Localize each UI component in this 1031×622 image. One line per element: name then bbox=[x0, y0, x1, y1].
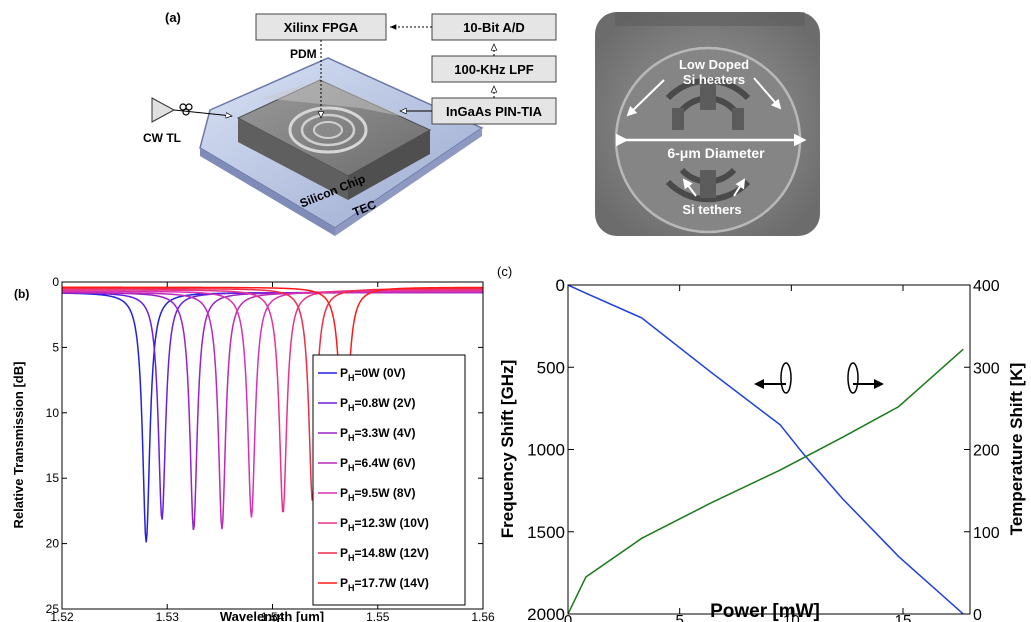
transmission-curve-4 bbox=[62, 290, 483, 518]
frequency-shift-line bbox=[568, 285, 964, 614]
panel-b-xlabel: Wavelength [um] bbox=[220, 609, 324, 622]
panel-b-ticks: 1.52 1.53 1.54 1.55 1.56 0 5 10 15 20 25 bbox=[46, 275, 495, 622]
legend-box bbox=[312, 354, 466, 606]
c-ytick-right-label: 100 bbox=[973, 525, 1000, 542]
svg-text:100-KHz LPF: 100-KHz LPF bbox=[454, 62, 534, 77]
c-ytick-right-label: 200 bbox=[973, 443, 1000, 460]
panel-c-frame bbox=[567, 284, 971, 615]
c-ytick-left-label: 1000 bbox=[527, 441, 565, 460]
tether-arrow-right bbox=[733, 178, 746, 197]
c-ytick-right-label: 0 bbox=[973, 607, 982, 622]
b-xtick-label: 1.56 bbox=[471, 610, 495, 622]
sem-image: Low Doped Si heaters 6-μm Diameter Si te… bbox=[595, 12, 820, 236]
c-ytick-right-label: 400 bbox=[973, 278, 1000, 295]
legend-label-1: PH=0.8W (2V) bbox=[340, 396, 416, 413]
b-ytick-label: 10 bbox=[46, 406, 60, 420]
c-xtick-label: 15 bbox=[895, 612, 912, 622]
panel-c-xlabel: Power [mW] bbox=[710, 601, 820, 622]
panel-b-label: (b) bbox=[14, 287, 29, 301]
silicon-die-front bbox=[348, 130, 430, 200]
panel-c-ylabel-right: Temperature Shift [K] bbox=[1007, 363, 1026, 536]
box-pin-tia: InGaAs PIN-TIA bbox=[431, 97, 557, 125]
b-xtick-label: 1.54 bbox=[261, 610, 285, 622]
legend-label-2: PH=3.3W (4V) bbox=[340, 426, 416, 443]
die-highlight bbox=[262, 80, 410, 118]
b-xtick-label: 1.52 bbox=[50, 610, 74, 622]
c-ytick-right-label: 300 bbox=[973, 360, 1000, 377]
box-lpf: 100-KHz LPF bbox=[431, 55, 557, 83]
panel-c-label: (c) bbox=[497, 264, 512, 279]
legend-label-7: PH=17.7W (14V) bbox=[340, 576, 429, 593]
diameter-label: 6-μm Diameter bbox=[667, 145, 765, 161]
heaters-label-1: Low Doped bbox=[679, 57, 749, 72]
c-xtick-label: 10 bbox=[783, 612, 800, 622]
c-xtick-label: 0 bbox=[564, 612, 572, 622]
legend-label-0: PH=0W (0V) bbox=[340, 366, 406, 383]
silicon-die-side bbox=[238, 118, 348, 200]
cw-tl-label: CW TL bbox=[143, 131, 181, 145]
transmission-curve-5 bbox=[62, 289, 483, 513]
pdm-label: PDM bbox=[290, 47, 317, 61]
panel-b-curves bbox=[62, 286, 483, 543]
heater-arrow-left bbox=[626, 79, 665, 117]
b-ytick-label: 5 bbox=[52, 340, 59, 354]
svg-text:Xilinx FPGA: Xilinx FPGA bbox=[284, 20, 359, 35]
right-axis-indicator bbox=[847, 362, 884, 394]
sem-tethers bbox=[672, 80, 744, 198]
c-ytick-left-label: 500 bbox=[537, 358, 565, 377]
legend-label-3: PH=6.4W (6V) bbox=[340, 456, 416, 473]
panel-a: (a) Silicon Chip TEC Xilinx FPGA 10-Bit … bbox=[143, 10, 820, 236]
legend-label-4: PH=9.5W (8V) bbox=[340, 486, 416, 503]
panel-a-label: (a) bbox=[165, 10, 181, 25]
temperature-shift-line bbox=[568, 348, 964, 614]
chip-ring bbox=[288, 106, 368, 154]
box-fpga: Xilinx FPGA bbox=[255, 13, 387, 41]
tethers-label: Si tethers bbox=[682, 202, 741, 217]
tec-plate-side bbox=[200, 148, 335, 236]
panel-c-ylabel-left: Frequency Shift [GHz] bbox=[498, 360, 517, 539]
panel-b: (b) 1.52 1.53 1.54 1.55 1.56 0 5 10 15 20 25 Wavel… bbox=[11, 275, 495, 622]
c-xtick-label: 5 bbox=[675, 612, 683, 622]
left-axis-indicator bbox=[754, 362, 792, 394]
c-ytick-left-label: 0 bbox=[556, 276, 565, 295]
transmission-curve-6 bbox=[62, 287, 483, 501]
transmission-curve-3 bbox=[62, 291, 483, 530]
b-xtick-label: 1.55 bbox=[366, 610, 390, 622]
panel-b-legend: PH=0W (0V) PH=0.8W (2V) PH=3.3W (4V) PH=6.4… bbox=[312, 354, 466, 606]
heater-arrow-right bbox=[753, 77, 782, 110]
b-ytick-label: 25 bbox=[46, 602, 60, 616]
box-adc: 10-Bit A/D bbox=[431, 13, 557, 41]
b-ytick-label: 0 bbox=[52, 275, 59, 289]
c-ytick-left-label: 1500 bbox=[527, 523, 565, 542]
b-xtick-label: 1.53 bbox=[156, 610, 180, 622]
svg-text:10-Bit A/D: 10-Bit A/D bbox=[463, 20, 525, 35]
heaters-label-2: Si heaters bbox=[683, 72, 745, 87]
panel-c-curves bbox=[568, 285, 964, 614]
svg-text:InGaAs PIN-TIA: InGaAs PIN-TIA bbox=[446, 104, 543, 119]
panel-b-ylabel: Relative Transmission [dB] bbox=[11, 362, 26, 529]
c-ytick-left-label: 2000 bbox=[527, 605, 565, 622]
tether-arrow-left bbox=[682, 178, 697, 197]
transmission-curve-7 bbox=[62, 286, 483, 496]
b-ytick-label: 20 bbox=[46, 537, 60, 551]
tec-plate-front bbox=[335, 128, 482, 236]
legend-label-5: PH=12.3W (10V) bbox=[340, 516, 429, 533]
laser-icon bbox=[151, 97, 232, 123]
legend-label-6: PH=14.8W (12V) bbox=[340, 546, 429, 563]
b-ytick-label: 15 bbox=[46, 471, 60, 485]
